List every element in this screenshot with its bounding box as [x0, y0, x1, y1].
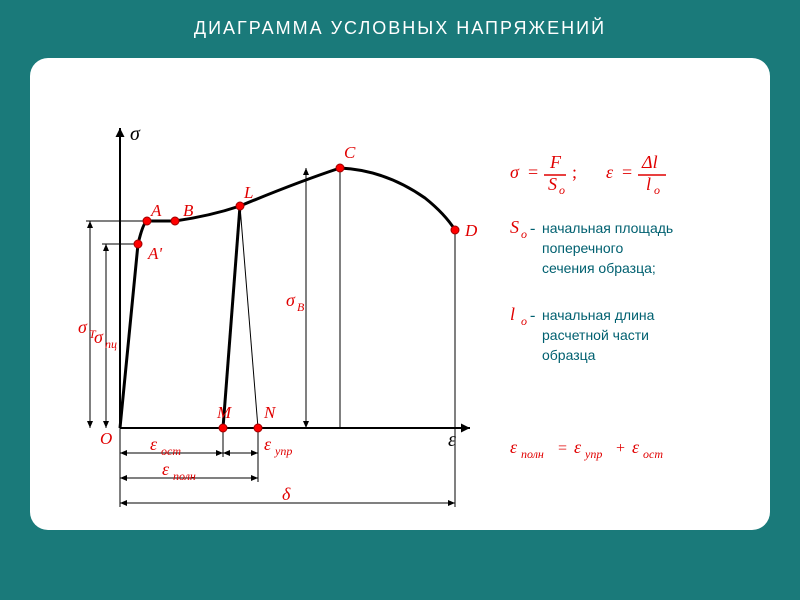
page-title: ДИАГРАММА УСЛОВНЫХ НАПРЯЖЕНИЙ: [0, 0, 800, 53]
legend-dash: -: [530, 220, 535, 237]
x-axis-arrow: [461, 424, 470, 433]
label: σ: [94, 327, 104, 347]
dim-label: σB: [286, 290, 305, 314]
dim-arrow: [87, 421, 93, 428]
formula-text: =: [558, 440, 567, 457]
legend-text: сечения образца;: [542, 260, 656, 276]
dim-arrow: [103, 421, 109, 428]
point-label-A: A: [150, 201, 162, 220]
formula-text: l: [646, 174, 651, 194]
point-D: [451, 226, 459, 234]
formula-text: F: [549, 152, 562, 172]
point-label-Aprime: A': [147, 244, 162, 263]
formula-sub: ост: [643, 447, 663, 461]
dim-arrow: [303, 168, 309, 175]
point-label-O: O: [100, 429, 112, 448]
label: δ: [282, 484, 291, 504]
legend-dash: -: [530, 307, 535, 324]
dim-arrow: [120, 475, 127, 481]
legend-text: начальная длина: [542, 307, 655, 323]
legend-symbol-sub: o: [521, 314, 527, 328]
label: σ: [286, 290, 296, 310]
dim-arrow: [223, 450, 230, 456]
legend-symbol-sub: o: [521, 227, 527, 241]
legend-entry: lo-начальная длина расчетной части образца: [510, 304, 655, 363]
page-frame: ДИАГРАММА УСЛОВНЫХ НАПРЯЖЕНИЙ O A' A B L C D M N…: [0, 0, 800, 600]
dim-arrow: [251, 475, 258, 481]
label: пц: [105, 337, 117, 351]
formula-text: =: [622, 162, 632, 182]
dim-arrow: [120, 500, 127, 506]
point-label-D: D: [464, 221, 478, 240]
formula-text: Δl: [641, 152, 658, 172]
legend-symbol: S: [510, 217, 519, 237]
legend-entry: So-начальная площадь поперечного сечения о…: [510, 217, 673, 276]
construction-line: [240, 206, 258, 428]
dim-arrow: [303, 421, 309, 428]
dim-arrow: [216, 450, 223, 456]
label: ε: [162, 459, 170, 479]
point-label-B: B: [183, 201, 194, 220]
label: ε: [150, 434, 158, 454]
y-axis-arrow: [116, 128, 125, 137]
legend-symbol: l: [510, 304, 515, 324]
formula-eps-relation: εполн=εупр+εост: [510, 437, 663, 461]
point-A: [143, 217, 151, 225]
formula-text: o: [559, 183, 565, 197]
unloading-line: [223, 206, 240, 428]
formula-sub: упр: [584, 447, 602, 461]
formula-text: =: [528, 162, 538, 182]
dim-label: εполн: [162, 459, 196, 483]
formula-text: o: [654, 183, 660, 197]
formula-text: S: [548, 174, 557, 194]
axis-label-sigma: σ: [130, 123, 141, 145]
formula-text: +: [616, 440, 625, 457]
formula-text: ε: [606, 162, 614, 182]
dim-arrow: [87, 221, 93, 228]
dim-label: εост: [150, 434, 181, 458]
formula-main: σ=FSo;ε=Δllo: [510, 152, 666, 197]
legend-text: расчетной части: [542, 327, 649, 343]
legend-text: образца: [542, 347, 596, 363]
dim-arrow: [251, 450, 258, 456]
formula-text: ;: [572, 162, 577, 182]
point-N: [254, 424, 262, 432]
formula-text: ε: [632, 437, 640, 457]
formula-text: ε: [574, 437, 582, 457]
formula-text: ε: [510, 437, 518, 457]
dim-label: εупр: [264, 434, 292, 458]
legend-text: поперечного: [542, 240, 623, 256]
point-Aprime: [134, 240, 142, 248]
point-L: [236, 202, 244, 210]
diagram-paper: OA'ABLCDMNσεεостεупрεполнδσTσпцσBσ=FSo;ε…: [30, 58, 770, 530]
point-label-C: C: [344, 143, 356, 162]
label: σ: [78, 317, 88, 337]
label: ост: [161, 444, 181, 458]
dim-arrow: [120, 450, 127, 456]
point-B: [171, 217, 179, 225]
point-C: [336, 164, 344, 172]
label: ε: [264, 434, 272, 454]
formula-sub: полн: [521, 447, 544, 461]
label: упр: [274, 444, 292, 458]
legend-text: начальная площадь: [542, 220, 673, 236]
axis-label-eps: ε: [448, 429, 456, 451]
dim-label: δ: [282, 484, 291, 504]
label: полн: [173, 469, 196, 483]
dim-arrow: [448, 500, 455, 506]
point-M: [219, 424, 227, 432]
point-label-M: M: [216, 403, 232, 422]
point-label-N: N: [263, 403, 277, 422]
stress-strain-diagram: OA'ABLCDMNσεεостεупрεполнδσTσпцσBσ=FSo;ε…: [30, 58, 770, 530]
label: B: [297, 300, 305, 314]
formula-text: σ: [510, 162, 520, 182]
point-label-L: L: [243, 183, 253, 202]
dim-arrow: [103, 244, 109, 251]
